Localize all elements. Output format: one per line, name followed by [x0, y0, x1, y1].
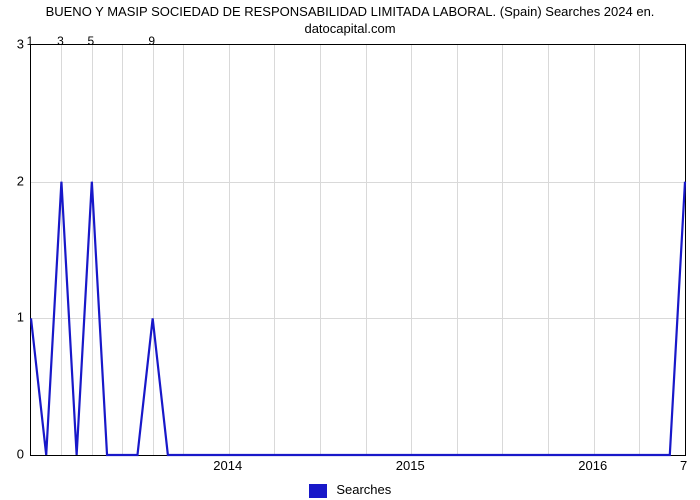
x-tick-label-bottom: 2016 — [578, 458, 607, 473]
chart-container: BUENO Y MASIP SOCIEDAD DE RESPONSABILIDA… — [0, 0, 700, 500]
y-tick-label: 0 — [4, 447, 24, 462]
title-line-1: BUENO Y MASIP SOCIEDAD DE RESPONSABILIDA… — [46, 4, 655, 19]
plot-area — [30, 44, 686, 456]
title-line-2: datocapital.com — [304, 21, 395, 36]
legend-swatch — [309, 484, 327, 498]
x-tick-label-top: 1 — [27, 34, 34, 48]
x-tick-label-bottom: 2015 — [396, 458, 425, 473]
x-tick-label-top: 9 — [148, 34, 155, 48]
x-far-right-label: 7 — [680, 458, 687, 473]
x-tick-label-bottom: 2014 — [213, 458, 242, 473]
line-series — [31, 45, 685, 455]
chart-title: BUENO Y MASIP SOCIEDAD DE RESPONSABILIDA… — [0, 4, 700, 38]
x-tick-label-top: 5 — [87, 34, 94, 48]
y-tick-label: 2 — [4, 173, 24, 188]
legend: Searches — [0, 482, 700, 498]
searches-line — [31, 182, 685, 455]
y-tick-label: 1 — [4, 310, 24, 325]
y-tick-label: 3 — [4, 37, 24, 52]
x-tick-label-top: 3 — [57, 34, 64, 48]
legend-label: Searches — [336, 482, 391, 497]
